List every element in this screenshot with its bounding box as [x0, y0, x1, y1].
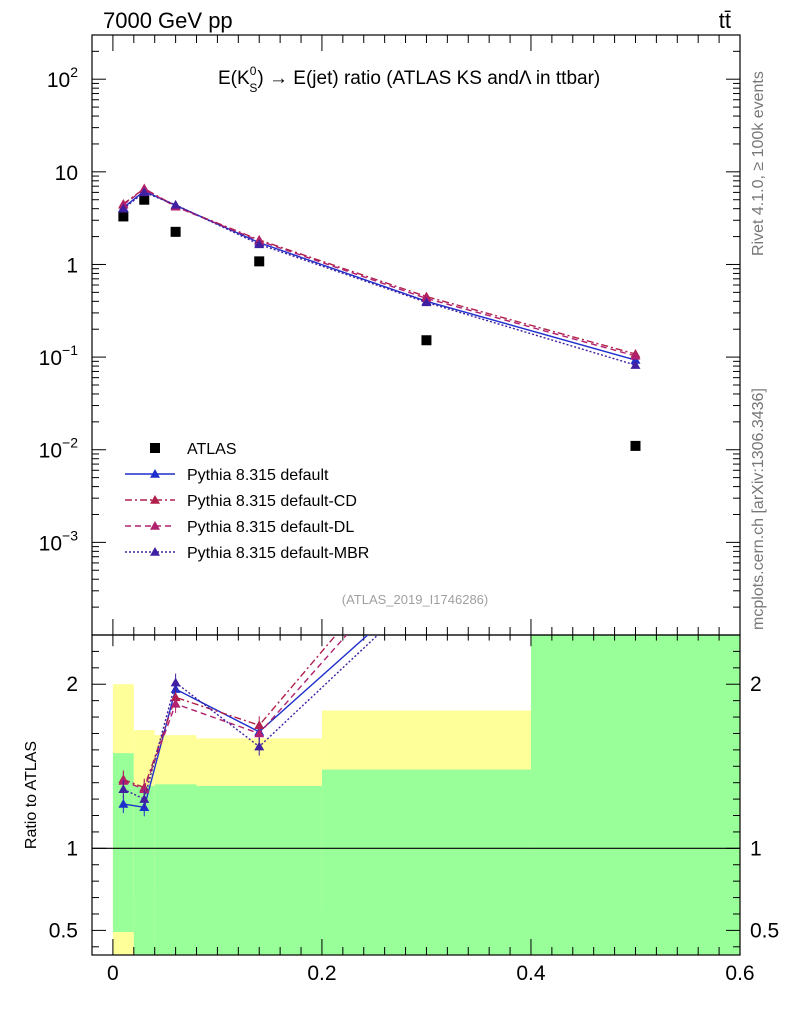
tick-exponent: 2: [70, 64, 78, 80]
process-label: tt̄: [719, 8, 731, 33]
title-particle: K: [237, 68, 250, 89]
main-series-line-4: [122, 191, 636, 366]
main-y-tick-label: 1: [66, 254, 78, 277]
uncertainty-bands: [112, 635, 740, 955]
ratio-y-tick-label-left: 0.5: [49, 919, 78, 942]
ratio-y-tick-label-right: 0.5: [750, 919, 779, 942]
atlas-data-point: [139, 194, 150, 205]
x-ticks: 0 0.2 0.4 0.6: [91, 35, 755, 985]
title-particle-sup: 0: [250, 64, 257, 78]
tick-base: 10: [39, 347, 62, 370]
x-tick-label: 0.4: [516, 962, 546, 985]
main-series-line-1: [122, 190, 636, 361]
atlas-data-point: [421, 335, 432, 346]
main-series: [118, 183, 641, 451]
tick-base: 10: [47, 69, 70, 92]
main-y-tick-label: 10−2: [39, 435, 79, 463]
title-particle-sub: S: [249, 81, 257, 95]
rivet-version-label: Rivet 4.1.0, ≥ 100k events: [750, 71, 767, 256]
legend-marker-4: [150, 547, 160, 556]
atlas-data-point: [254, 256, 265, 267]
ratio-plot-frame: [91, 634, 741, 956]
chart-title: E(K0 S) → E(jet) ratio (ATLAS KS andΛ in …: [218, 64, 600, 95]
ratio-y-tick-label-right: 2: [750, 673, 762, 696]
ratio-series-marker-2: [170, 698, 181, 708]
legend: ATLAS Pythia 8.315 default Pythia 8.315 de…: [125, 441, 369, 562]
ratio-y-label: Ratio to ATLAS: [23, 741, 40, 849]
main-y-tick-label: 102: [47, 64, 78, 92]
x-tick-label: 0.2: [307, 962, 336, 985]
x-tick-label: 0: [107, 962, 119, 985]
main-series-line-3: [122, 188, 636, 357]
title-suffix: ) → E(jet) ratio (ATLAS KS andΛ in ttbar…: [257, 68, 600, 89]
green-band-3: [196, 785, 322, 955]
ratio-series-marker-3: [118, 784, 129, 794]
legend-label-1: Pythia 8.315 default: [187, 467, 329, 484]
ratio-series-marker-3: [254, 741, 265, 751]
main-series-marker-4: [170, 199, 181, 209]
ratio-ticks: 0.5 0.5 1 1 2 2: [49, 634, 779, 948]
green-band-2: [154, 784, 197, 955]
main-series-marker-4: [254, 239, 265, 249]
main-y-tick-label: 10: [55, 162, 78, 185]
atlas-data-point: [630, 440, 641, 451]
legend-label-2: Pythia 8.315 default-CD: [187, 493, 357, 510]
legend-marker-2: [150, 495, 160, 504]
ratio-y-tick-label-left: 1: [66, 837, 78, 860]
green-band-4: [321, 769, 531, 955]
main-series-marker-4: [139, 187, 150, 197]
tick-exponent: −3: [62, 527, 78, 543]
ratio-series-marker-2: [254, 728, 265, 738]
x-tick-label: 0.6: [725, 962, 754, 985]
ratio-y-tick-label-left: 2: [66, 673, 78, 696]
green-band-0: [112, 753, 134, 933]
tick-base: 10: [39, 440, 62, 463]
ratio-series: [118, 635, 379, 817]
legend-label-0: ATLAS: [187, 441, 237, 458]
ratio-y-tick-label-right: 1: [750, 837, 762, 860]
atlas-data-point: [170, 226, 181, 237]
ratio-series-marker-3: [170, 677, 181, 687]
green-band-1: [133, 785, 155, 955]
tick-exponent: −2: [62, 435, 78, 451]
ratio-series-line-3: [123, 635, 379, 801]
main-y-tick-label: 10−1: [39, 342, 79, 370]
ratio-series-marker-0: [118, 799, 129, 808]
legend-marker-3: [150, 521, 160, 530]
main-series-marker-4: [630, 360, 641, 369]
legend-label-3: Pythia 8.315 default-DL: [187, 519, 354, 536]
tick-exponent: −1: [62, 342, 78, 358]
legend-marker-atlas: [150, 443, 160, 453]
main-y-tick-label: 10−3: [39, 527, 79, 555]
tick-base: 10: [39, 532, 62, 555]
main-series-marker-4: [421, 297, 432, 307]
title-prefix: E(: [218, 68, 238, 89]
ratio-series-marker-2: [139, 784, 150, 794]
energy-label: 7000 GeV pp: [103, 8, 233, 33]
mcplots-label: mcplots.cern.ch [arXiv:1306.3436]: [750, 388, 767, 630]
main-series-marker-3: [630, 350, 641, 360]
legend-marker-1: [150, 469, 160, 478]
green-band-5: [530, 635, 740, 955]
ratio-series-marker-3: [139, 794, 150, 803]
analysis-watermark: (ATLAS_2019_I1746286): [342, 592, 488, 607]
atlas-data-point: [118, 211, 129, 222]
legend-label-4: Pythia 8.315 default-MBR: [187, 545, 369, 562]
main-series-marker-4: [118, 203, 129, 213]
main-series-line-2: [122, 187, 636, 355]
